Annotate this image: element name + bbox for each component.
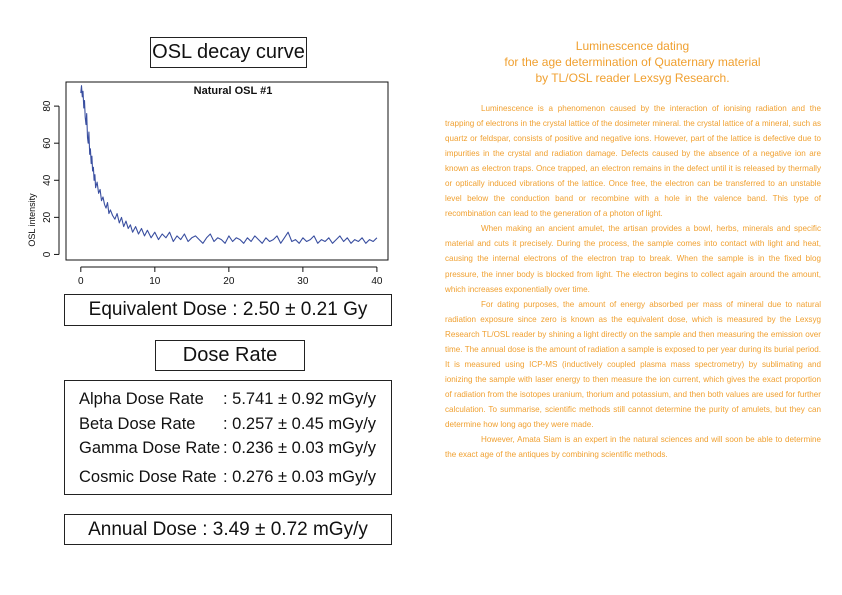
chart-title: Natural OSL #1: [194, 85, 273, 97]
beta-dose-rate-value: : 0.257 ± 0.45 mGy/y: [223, 415, 377, 433]
article-paragraph: For dating purposes, the amount of energ…: [445, 299, 821, 429]
equivalent-dose-text: Equivalent Dose : 2.50 ± 0.21 Gy: [88, 299, 368, 320]
osl-chart-svg: 0 10 20 30 40 0 20 40 60 80 Natural OSL #1 OSL in…: [27, 81, 389, 287]
chart-series: [80, 85, 378, 244]
alpha-dose-rate-row: Alpha Dose Rate : 5.741 ± 0.92 mGy/y: [79, 390, 376, 409]
alpha-dose-rate-label: Alpha Dose Rate: [79, 390, 204, 408]
x-tick-label: 10: [149, 276, 161, 287]
article-title-line: for the age determination of Quaternary …: [504, 55, 761, 69]
gamma-dose-rate-value: : 0.236 ± 0.03 mGy/y: [223, 439, 377, 457]
annual-dose-text: Annual Dose : 3.49 ± 0.72 mGy/y: [88, 518, 368, 540]
dose-rate-title: Dose Rate: [155, 340, 305, 371]
article-title: Luminescence dating for the age determin…: [445, 38, 820, 86]
y-tick-label: 20: [42, 211, 53, 223]
article-title-line: by TL/OSL reader Lexsyg Research.: [535, 71, 730, 85]
cosmic-dose-rate-label: Cosmic Dose Rate: [79, 468, 217, 486]
osl-decay-chart: 0 10 20 30 40 0 20 40 60 80 Natural OSL #1 OSL in…: [22, 78, 402, 288]
dose-rate-title-text: Dose Rate: [182, 344, 278, 366]
cosmic-dose-rate-row: Cosmic Dose Rate : 0.276 ± 0.03 mGy/y: [79, 468, 376, 487]
beta-dose-rate-label: Beta Dose Rate: [79, 415, 196, 433]
osl-intensity-line-0: [80, 85, 378, 244]
article-body: Luminescence is a phenomenon caused by t…: [445, 101, 821, 462]
plot-frame: [65, 81, 389, 261]
decay-curve-title: OSL decay curve: [150, 37, 307, 68]
x-tick-label: 20: [223, 276, 235, 287]
x-tick-label: 0: [78, 276, 84, 287]
y-tick-label: 60: [42, 137, 53, 149]
gamma-dose-rate-row: Gamma Dose Rate: 0.236 ± 0.03 mGy/y: [79, 439, 376, 458]
y-tick-label: 0: [42, 251, 53, 257]
equivalent-dose-box: Equivalent Dose : 2.50 ± 0.21 Gy: [64, 294, 392, 326]
decay-curve-title-text: OSL decay curve: [152, 41, 305, 63]
y-tick-label: 80: [42, 100, 53, 112]
article-paragraph: Luminescence is a phenomenon caused by t…: [445, 104, 821, 219]
chart-axes: 0 10 20 30 40 0 20 40 60 80: [42, 81, 389, 287]
dose-rates-box: Alpha Dose Rate : 5.741 ± 0.92 mGy/y Beta…: [64, 380, 392, 495]
article-title-line: Luminescence dating: [575, 39, 690, 53]
alpha-dose-rate-value: : 5.741 ± 0.92 mGy/y: [223, 390, 377, 408]
x-tick-label: 40: [371, 276, 383, 287]
article-paragraph: When making an ancient amulet, the artis…: [445, 224, 821, 294]
gamma-dose-rate-label: Gamma Dose Rate: [79, 439, 221, 457]
cosmic-dose-rate-value: : 0.276 ± 0.03 mGy/y: [223, 468, 377, 486]
annual-dose-box: Annual Dose : 3.49 ± 0.72 mGy/y: [64, 514, 392, 545]
x-tick-label: 30: [297, 276, 309, 287]
article-paragraph: However, Amata Siam is an expert in the …: [445, 435, 821, 460]
beta-dose-rate-row: Beta Dose Rate : 0.257 ± 0.45 mGy/y: [79, 415, 376, 434]
chart-ylabel: OSL intensity: [27, 193, 37, 247]
y-tick-label: 40: [42, 174, 53, 186]
